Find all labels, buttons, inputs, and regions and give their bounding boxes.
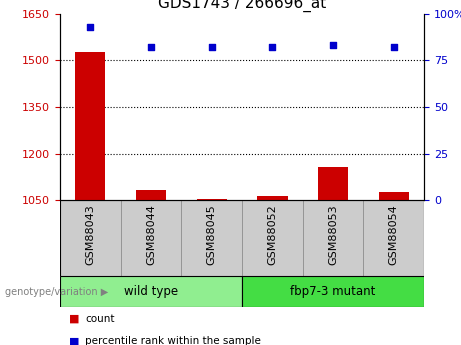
Bar bbox=[196, 198, 227, 200]
Bar bbox=[303, 200, 363, 276]
Bar bbox=[181, 200, 242, 276]
Point bbox=[208, 45, 215, 50]
Text: GSM88054: GSM88054 bbox=[389, 204, 399, 265]
Text: fbp7-3 mutant: fbp7-3 mutant bbox=[290, 285, 376, 298]
Text: GSM88052: GSM88052 bbox=[267, 204, 278, 265]
Text: genotype/variation ▶: genotype/variation ▶ bbox=[5, 287, 108, 296]
Text: GSM88045: GSM88045 bbox=[207, 204, 217, 265]
Bar bbox=[75, 52, 106, 200]
Bar bbox=[121, 200, 181, 276]
Text: GSM88053: GSM88053 bbox=[328, 204, 338, 265]
Text: count: count bbox=[85, 314, 115, 324]
Bar bbox=[60, 200, 121, 276]
Bar bbox=[242, 200, 303, 276]
Bar bbox=[363, 200, 424, 276]
Text: GSM88043: GSM88043 bbox=[85, 204, 95, 265]
Point bbox=[269, 45, 276, 50]
Bar bbox=[136, 190, 166, 200]
Point bbox=[329, 43, 337, 48]
Title: GDS1743 / 266696_at: GDS1743 / 266696_at bbox=[158, 0, 326, 12]
Text: GSM88044: GSM88044 bbox=[146, 204, 156, 265]
Bar bbox=[242, 276, 424, 307]
Bar bbox=[60, 276, 242, 307]
Bar bbox=[378, 192, 409, 200]
Bar bbox=[318, 167, 348, 200]
Text: ■: ■ bbox=[69, 336, 80, 345]
Point bbox=[390, 45, 397, 50]
Point bbox=[148, 45, 155, 50]
Text: wild type: wild type bbox=[124, 285, 178, 298]
Text: percentile rank within the sample: percentile rank within the sample bbox=[85, 336, 261, 345]
Bar bbox=[257, 196, 288, 200]
Text: ■: ■ bbox=[69, 314, 80, 324]
Point bbox=[87, 24, 94, 30]
